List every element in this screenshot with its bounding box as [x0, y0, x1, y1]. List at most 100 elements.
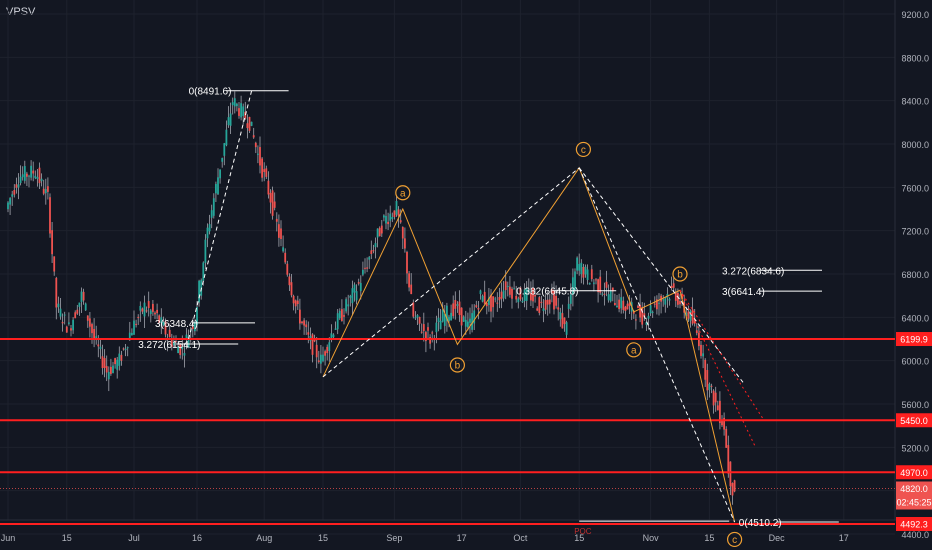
- candle-body: [160, 317, 163, 324]
- wave-label-circle: [672, 266, 688, 282]
- candle-body: [32, 170, 35, 174]
- x-tick-label: 15: [704, 533, 714, 543]
- candle-body: [467, 321, 469, 328]
- candle-body: [733, 480, 736, 492]
- candle-body: [315, 344, 318, 358]
- candle-body: [635, 319, 637, 321]
- wave-path: [322, 166, 736, 523]
- candle-body: [395, 201, 398, 215]
- candle-body: [89, 318, 91, 327]
- candle-body: [126, 347, 129, 349]
- poc-label: POC: [574, 527, 592, 536]
- candle-body: [11, 194, 14, 197]
- level-price-tag: [896, 517, 932, 532]
- candle-body: [173, 342, 175, 346]
- candle-body: [116, 359, 119, 370]
- y-tick-label: 7600.0: [901, 183, 929, 193]
- candle-body: [546, 299, 549, 305]
- candle-body: [162, 321, 165, 326]
- candle-body: [708, 383, 711, 391]
- candle-body: [714, 392, 717, 403]
- candle-body: [187, 336, 190, 348]
- level-price-label: 6199.9: [900, 335, 928, 345]
- candle-body: [44, 189, 47, 194]
- candle-body: [563, 317, 566, 325]
- candle-body: [370, 250, 373, 255]
- candle-body: [504, 281, 507, 291]
- candle-body: [485, 302, 488, 307]
- candle-body: [731, 483, 734, 496]
- candle-body: [124, 348, 127, 351]
- y-tick-label: 5200.0: [901, 443, 929, 453]
- candle-body: [389, 213, 392, 221]
- candle-body: [311, 334, 314, 355]
- candle-body: [542, 308, 545, 312]
- y-tick-label: 6400.0: [901, 313, 929, 323]
- candle-body: [324, 351, 326, 356]
- candle-body: [61, 321, 64, 324]
- candle-body: [496, 302, 499, 304]
- candle-body: [34, 175, 37, 179]
- candle-body: [506, 285, 509, 287]
- candle-body: [406, 251, 408, 274]
- candle-body: [259, 147, 261, 166]
- candle-body: [185, 334, 188, 339]
- candle-body: [477, 307, 480, 310]
- candle-body: [548, 299, 551, 305]
- level-price-label: 4970.0: [900, 468, 928, 478]
- candle-body: [341, 309, 343, 321]
- candle-body: [202, 262, 205, 281]
- x-tick-label: Sep: [386, 533, 402, 543]
- candle-body: [593, 282, 595, 284]
- candle-body: [328, 342, 331, 352]
- candle-body: [68, 322, 70, 324]
- candle-body: [456, 304, 459, 306]
- wave-label-circle: [575, 141, 592, 158]
- x-tick-label: Oct: [513, 533, 528, 543]
- candle-body: [653, 303, 656, 305]
- candle-body: [584, 266, 587, 275]
- candle-body: [469, 318, 471, 323]
- candle-body: [353, 284, 356, 293]
- fib-label: 3.272(6834.6): [722, 266, 784, 277]
- candle-body: [519, 287, 522, 300]
- candle-body: [49, 197, 51, 234]
- candle-body: [656, 299, 658, 310]
- candle-body: [212, 198, 215, 216]
- candle-body: [248, 116, 251, 131]
- y-tick-label: 8000.0: [901, 140, 929, 150]
- fib-label: 3(6641.4): [722, 287, 765, 298]
- candle-body: [13, 190, 16, 195]
- candle-body: [603, 293, 606, 295]
- x-tick-label: 15: [318, 533, 328, 543]
- candle-body: [286, 263, 289, 275]
- candle-body: [401, 227, 404, 239]
- y-tick-label: 8400.0: [901, 97, 929, 107]
- candle-body: [538, 297, 541, 313]
- candle-body: [305, 324, 308, 328]
- candle-body: [278, 224, 280, 238]
- candle-body: [269, 192, 272, 203]
- candle-body: [427, 327, 429, 331]
- candle-body: [462, 316, 465, 322]
- candle-body: [637, 305, 639, 308]
- candle-body: [498, 297, 501, 301]
- candle-body: [691, 309, 694, 324]
- candle-body: [418, 317, 421, 324]
- candle-body: [651, 311, 654, 313]
- candle-body: [347, 304, 350, 307]
- candle-body: [443, 314, 446, 326]
- candle-body: [448, 316, 450, 322]
- candle-body: [473, 310, 476, 324]
- candle-body: [147, 301, 150, 309]
- candle-body: [131, 332, 133, 336]
- candle-body: [334, 328, 337, 330]
- candle-body: [271, 190, 274, 216]
- candle-body: [494, 298, 497, 300]
- candle-body: [263, 169, 266, 173]
- candle-body: [446, 305, 448, 321]
- candle-body: [700, 344, 702, 356]
- candle-body: [559, 312, 562, 320]
- candle-body: [727, 445, 730, 474]
